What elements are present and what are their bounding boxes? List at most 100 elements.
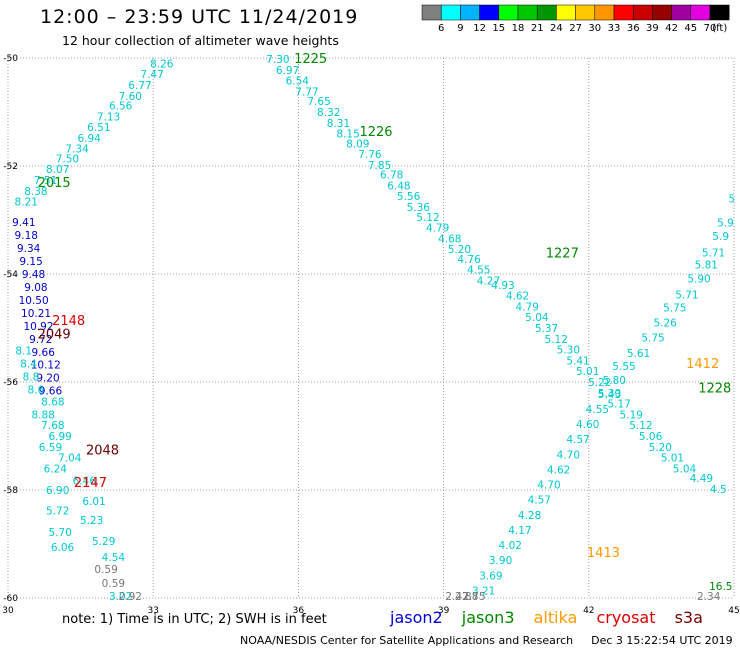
wave-height-value: 5	[728, 193, 735, 205]
wave-height-value: 5.04	[673, 463, 697, 475]
wave-height-value: 9.48	[22, 269, 45, 281]
wave-height-value: 4.76	[457, 254, 481, 266]
wave-height-value: 4.17	[508, 525, 531, 537]
wave-height-value: 4.70	[537, 480, 560, 492]
legend-label: 70	[704, 23, 717, 34]
footer-credit: NOAA/NESDIS Center for Satellite Applica…	[240, 634, 733, 647]
wave-height-value: 8.4	[20, 359, 37, 371]
wave-height-value: 8.07	[46, 164, 69, 176]
wave-height-value: 5.20	[448, 244, 471, 256]
wave-height-value: 10.12	[31, 360, 61, 372]
wave-height-value: 6.48	[387, 180, 410, 192]
wave-height-value: 4.57	[528, 495, 551, 507]
wave-height-value: 5.30	[598, 388, 621, 400]
wave-height-value: 9.08	[24, 282, 47, 294]
wave-height-value: 10.92	[23, 321, 53, 333]
wave-height-value: 5.70	[48, 527, 71, 539]
pass-time-label: 2148	[52, 314, 85, 329]
wave-height-value: 10.50	[19, 295, 49, 307]
wave-height-value: 2.88	[455, 591, 478, 603]
pass-time-label: 1228	[698, 381, 731, 396]
wave-height-value: 5.71	[702, 247, 725, 259]
legend-unit-label: (ft)	[712, 23, 727, 34]
legend-label: 6	[438, 23, 444, 34]
wave-height-value: 5.72	[46, 506, 69, 518]
wave-height-value: 8.6	[27, 385, 44, 397]
legend-swatch-15	[709, 4, 730, 21]
wave-height-value: 5.36	[407, 202, 431, 214]
wave-height-value: 5.19	[620, 409, 643, 421]
color-legend: 6 9 12 15 18 21 24 27 30 33 36 39 42 45 70(ft)	[421, 4, 730, 34]
wave-height-value: 2.92	[119, 591, 142, 603]
wave-height-value: 5.20	[649, 442, 672, 454]
wave-height-value: 6.46	[73, 475, 97, 487]
wave-height-value: 4.62	[506, 291, 529, 303]
satellite-altika: altika	[533, 608, 578, 627]
wave-height-value: 4.70	[557, 449, 580, 461]
wave-height-value: 5.61	[627, 348, 650, 360]
wave-height-value: 8.32	[317, 107, 340, 119]
wave-height-value: 5.29	[92, 536, 115, 548]
wave-height-value: 16.5	[709, 581, 732, 593]
satellite-jason2: jason2	[390, 608, 443, 627]
wave-height-value: 7.68	[41, 420, 64, 432]
page-title: 12:00 – 23:59 UTC 11/24/2019	[40, 6, 359, 28]
pass-time-label: 2147	[74, 476, 107, 491]
wave-height-value: 7.51	[34, 175, 57, 187]
wave-height-value: 9.66	[32, 347, 56, 359]
wave-height-value: 7.60	[119, 91, 142, 103]
wave-height-value: 9.66	[39, 386, 63, 398]
legend-label: 42	[665, 23, 678, 34]
wave-height-value: 2.47	[445, 591, 468, 603]
wave-height-value: 4.57	[566, 434, 589, 446]
wave-height-value: 10.21	[21, 308, 51, 320]
wave-height-value: 5.26	[653, 318, 677, 330]
pass-time-label: 2048	[86, 444, 119, 459]
legend-label: 39	[646, 23, 659, 34]
wave-height-value: 7.04	[58, 453, 82, 465]
legend-label: 27	[569, 23, 582, 34]
wave-height-value: 5.81	[695, 259, 718, 271]
wave-height-value: 4.02	[499, 540, 522, 552]
wave-height-value: 6.06	[51, 542, 75, 554]
wave-height-value: 6.94	[77, 133, 101, 145]
wave-height-value: 5.06	[639, 431, 663, 443]
wave-height-value: 3.21	[472, 585, 495, 597]
lat-tick-label: -52	[3, 162, 18, 172]
wave-height-value: 7.50	[56, 153, 79, 165]
legend-label: 36	[627, 23, 640, 34]
legend-label: 12	[473, 23, 486, 34]
wave-height-value: 6.24	[44, 463, 68, 475]
wave-height-value: 7.76	[358, 149, 382, 161]
wave-height-value: 5.80	[603, 375, 626, 387]
pass-time-label: 2049	[38, 327, 71, 342]
wave-height-value: 4.55	[586, 404, 609, 416]
wave-height-value: 5.22	[588, 377, 611, 389]
wave-height-value: 6.01	[82, 496, 105, 508]
wave-height-value: 5.12	[416, 212, 439, 224]
footer-note: note: 1) Time is in UTC; 2) SWH is in fe…	[62, 612, 327, 627]
legend-label: 15	[492, 23, 505, 34]
wave-height-value: 4.55	[467, 265, 490, 277]
wave-height-value: 4.28	[518, 510, 541, 522]
lat-tick-label: -56	[3, 378, 18, 388]
wave-height-value: 4.54	[102, 552, 126, 564]
lon-tick-label: 39	[438, 606, 450, 616]
wave-height-value: 5.04	[525, 312, 549, 324]
wave-height-value: 5.75	[641, 333, 664, 345]
lon-tick-label: 36	[293, 606, 305, 616]
wave-height-value: 5.9	[717, 218, 734, 230]
wave-height-value: 3.02	[109, 591, 132, 603]
wave-height-value: 9.34	[17, 243, 41, 255]
lon-tick-label: 33	[147, 606, 158, 616]
wave-height-value: 6.51	[87, 122, 110, 134]
lon-tick-label: 42	[583, 606, 594, 616]
wave-height-value: 5.55	[612, 361, 635, 373]
wave-height-value: 8.26	[150, 58, 174, 70]
wave-height-value: 7.47	[140, 69, 163, 81]
wave-height-value: 4.27	[477, 275, 500, 287]
wave-height-value: 2.75	[462, 591, 485, 603]
wave-height-value: 4.5	[710, 484, 727, 496]
pass-time-label: 1226	[359, 125, 392, 140]
